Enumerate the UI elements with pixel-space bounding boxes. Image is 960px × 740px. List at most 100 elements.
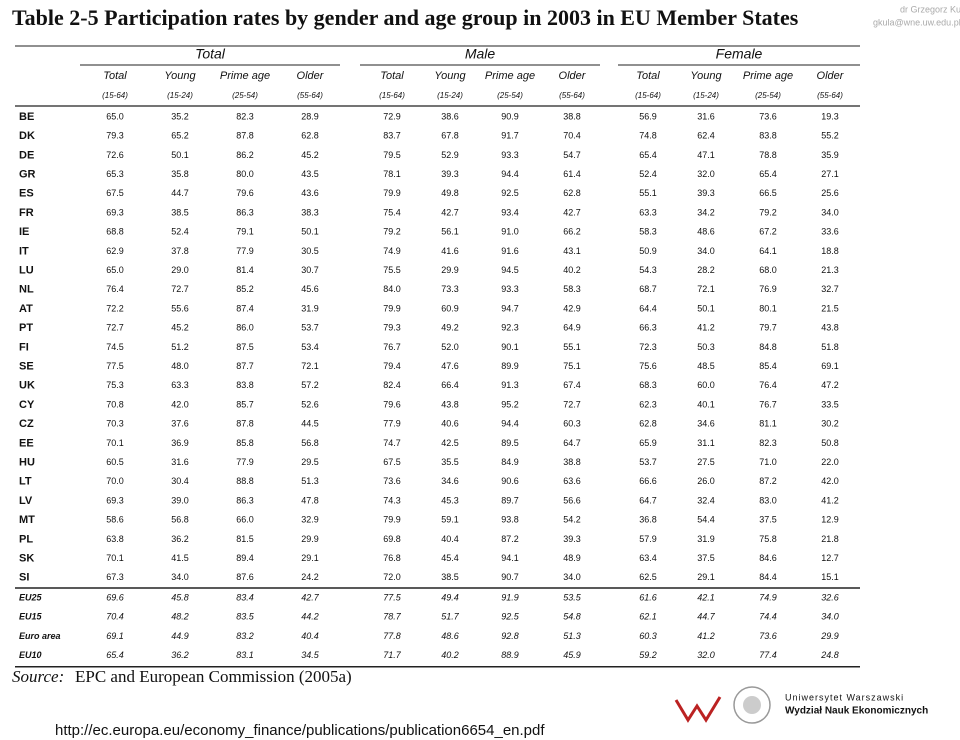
cell: 48.6 <box>441 631 459 641</box>
cell: 65.9 <box>639 438 657 448</box>
row-label: DK <box>19 130 35 142</box>
cell: 91.9 <box>501 592 519 602</box>
cell: 47.1 <box>697 150 715 160</box>
cell: 64.4 <box>639 303 657 313</box>
cell: 77.9 <box>236 246 254 256</box>
row-label: EU10 <box>19 650 42 660</box>
cell: 71.7 <box>383 650 402 660</box>
cell: 72.7 <box>171 284 189 294</box>
cell: 90.7 <box>501 572 519 582</box>
cell: 75.8 <box>759 534 777 544</box>
cell: 32.0 <box>697 650 715 660</box>
cell: 72.1 <box>697 284 715 294</box>
cell: 32.9 <box>301 515 319 525</box>
cell: 80.1 <box>759 303 777 313</box>
cell: 87.8 <box>236 419 254 429</box>
cell: 75.5 <box>383 265 401 275</box>
cell: 52.9 <box>441 150 459 160</box>
cell: 34.0 <box>821 207 839 217</box>
cell: 52.6 <box>301 399 319 409</box>
cell: 74.7 <box>383 438 401 448</box>
cell: 79.9 <box>383 188 401 198</box>
group-header: Female <box>716 46 763 62</box>
row-label: HU <box>19 457 35 469</box>
cell: 50.9 <box>639 246 657 256</box>
column-header: Prime age <box>220 70 270 82</box>
cell: 53.5 <box>563 592 582 602</box>
cell: 31.1 <box>697 438 715 448</box>
cell: 12.9 <box>821 515 839 525</box>
cell: 78.8 <box>759 150 777 160</box>
cell: 34.6 <box>697 419 715 429</box>
cell: 76.8 <box>383 553 401 563</box>
row-label: UK <box>19 380 35 392</box>
cell: 75.4 <box>383 207 401 217</box>
cell: 87.2 <box>759 476 777 486</box>
cell: 60.0 <box>697 380 715 390</box>
cell: 79.3 <box>383 323 401 333</box>
cell: 73.6 <box>759 631 777 641</box>
cell: 29.9 <box>441 265 459 275</box>
cell: 68.3 <box>639 380 657 390</box>
cell: 45.3 <box>441 495 459 505</box>
cell: 87.5 <box>236 342 254 352</box>
cell: 76.7 <box>383 342 401 352</box>
cell: 67.5 <box>106 188 124 198</box>
cell: 64.7 <box>639 495 657 505</box>
row-label: MT <box>19 514 35 526</box>
cell: 77.5 <box>383 592 402 602</box>
cell: 30.5 <box>301 246 319 256</box>
cell: 36.2 <box>171 650 189 660</box>
cell: 74.3 <box>383 495 401 505</box>
cell: 86.2 <box>236 150 254 160</box>
cell: 40.4 <box>301 631 319 641</box>
logo: Uniwersytet Warszawski Wydział Nauk Ekon… <box>674 686 928 724</box>
cell: 61.4 <box>563 169 581 179</box>
cell: 76.7 <box>759 399 777 409</box>
cell: 73.6 <box>759 111 777 121</box>
row-label: GR <box>19 169 36 181</box>
column-subheader: (25-54) <box>497 91 523 100</box>
cell: 87.7 <box>236 361 254 371</box>
cell: 43.6 <box>301 188 319 198</box>
title: Table 2-5 Participation rates by gender … <box>12 5 799 30</box>
cell: 69.1 <box>106 631 124 641</box>
cell: 51.2 <box>171 342 189 352</box>
cell: 54.3 <box>639 265 657 275</box>
cell: 62.8 <box>301 131 319 141</box>
cell: 42.7 <box>441 207 459 217</box>
column-header: Total <box>380 70 404 82</box>
cell: 87.6 <box>236 572 254 582</box>
cell: 70.8 <box>106 399 124 409</box>
cell: 65.4 <box>106 650 124 660</box>
cell: 77.9 <box>236 457 254 467</box>
cell: 32.7 <box>821 284 839 294</box>
cell: 40.4 <box>441 534 459 544</box>
cell: 92.8 <box>501 631 519 641</box>
cell: 85.8 <box>236 438 254 448</box>
cell: 56.8 <box>301 438 319 448</box>
cell: 73.3 <box>441 284 459 294</box>
cell: 38.8 <box>563 457 581 467</box>
column-header: Prime age <box>743 70 793 82</box>
cell: 39.3 <box>563 534 581 544</box>
cell: 68.8 <box>106 227 124 237</box>
cell: 29.1 <box>301 553 319 563</box>
cell: 43.8 <box>821 323 839 333</box>
cell: 24.2 <box>301 572 319 582</box>
row-label: AT <box>19 303 33 315</box>
cell: 62.1 <box>639 612 657 622</box>
cell: 91.0 <box>501 227 519 237</box>
row-label: SE <box>19 361 34 373</box>
cell: 29.0 <box>171 265 189 275</box>
cell: 43.5 <box>301 169 319 179</box>
cell: 32.6 <box>821 592 839 602</box>
cell: 60.5 <box>106 457 124 467</box>
cell: 76.4 <box>759 380 777 390</box>
cell: 62.5 <box>639 572 657 582</box>
cell: 92.5 <box>501 612 520 622</box>
row-label: CY <box>19 399 35 411</box>
cell: 19.3 <box>821 111 839 121</box>
cell: 35.2 <box>171 111 189 121</box>
cell: 69.8 <box>383 534 401 544</box>
